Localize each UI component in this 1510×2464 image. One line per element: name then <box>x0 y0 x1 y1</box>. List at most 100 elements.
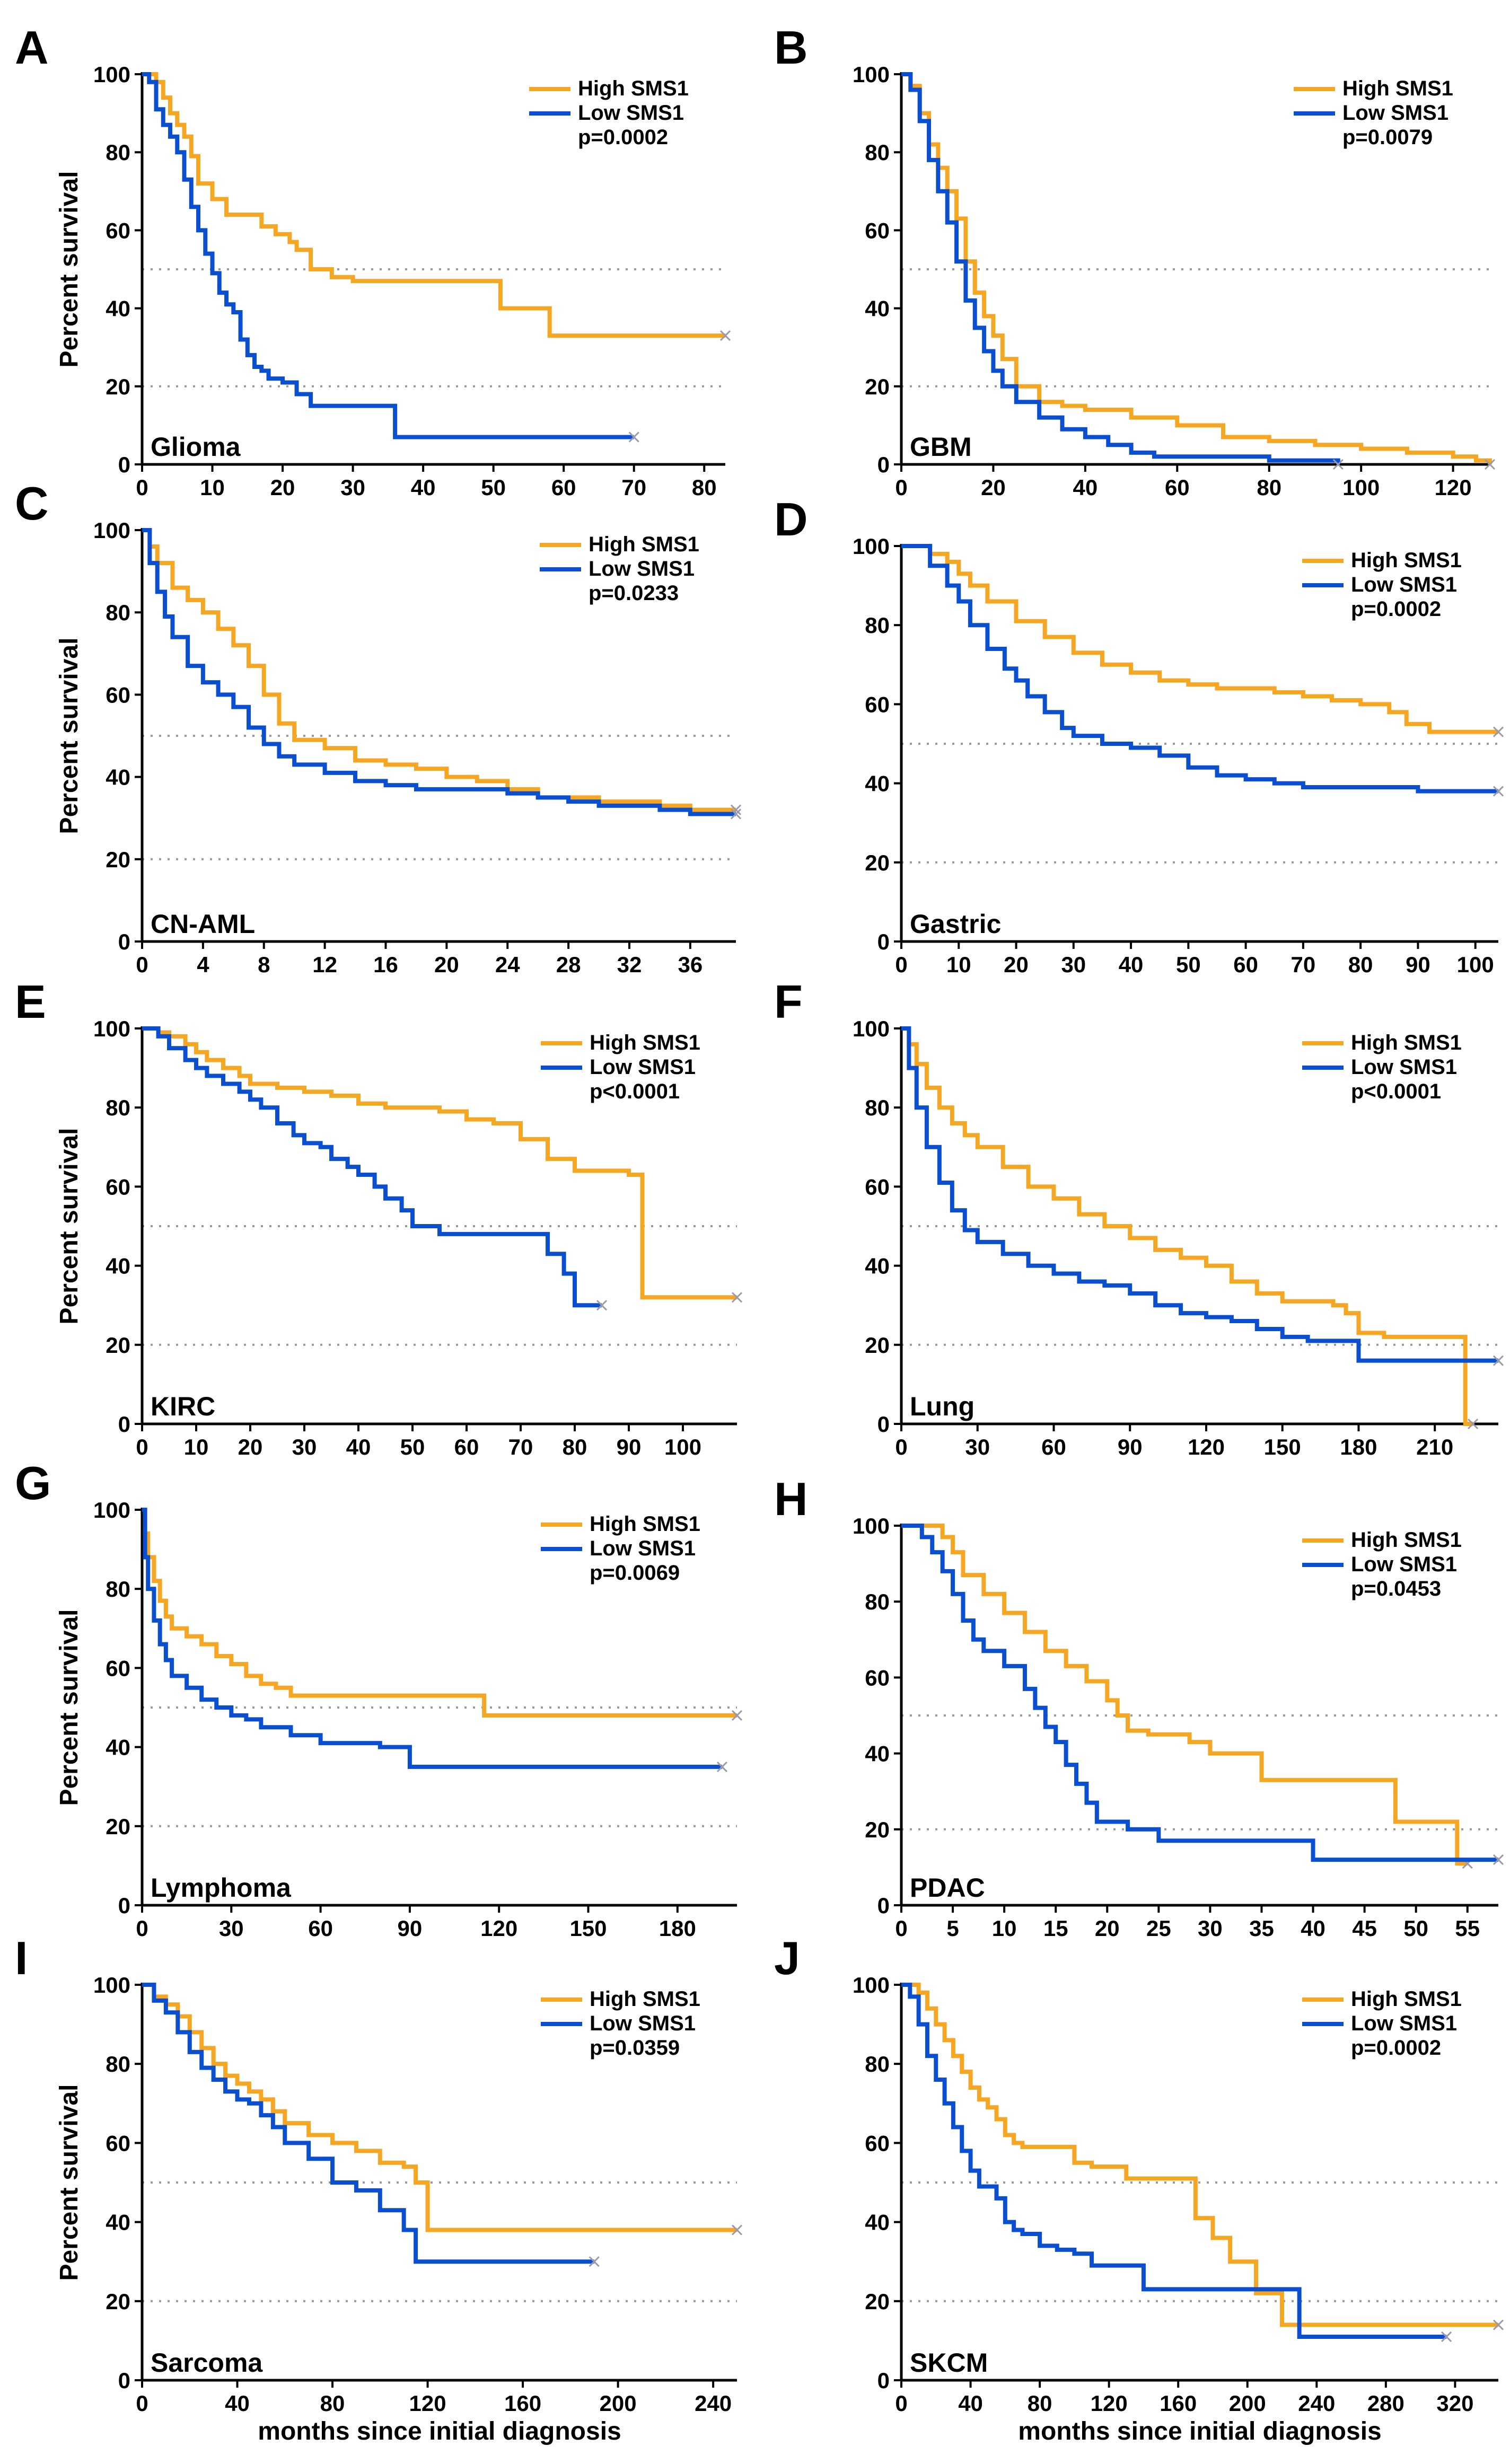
p-value: p=0.0233 <box>589 582 679 605</box>
y-tick-label: 80 <box>106 2052 130 2076</box>
censor-mark <box>1468 1418 1479 1430</box>
x-tick-label: 180 <box>1340 1435 1377 1459</box>
y-tick-label: 40 <box>865 296 890 321</box>
y-tick-label: 80 <box>106 600 130 625</box>
x-tick-label: 80 <box>1348 952 1373 977</box>
cohort-label: PDAC <box>910 1873 985 1903</box>
panel-b: B 0 20 40 60 80 100 0 20 40 60 80 100 120 High SMS1Low… <box>774 21 1496 500</box>
p-value: p=0.0069 <box>590 1561 680 1585</box>
high-sms1-curve <box>901 544 1498 734</box>
x-tick-label: 50 <box>481 475 506 500</box>
y-tick-label: 80 <box>106 1577 130 1601</box>
x-tick-label: 30 <box>1061 952 1086 977</box>
y-tick-label: 80 <box>865 1589 890 1614</box>
low-sms1-curve <box>901 1524 1498 1862</box>
x-tick-label: 150 <box>1264 1435 1301 1459</box>
high-sms1-curve <box>901 1524 1468 1866</box>
y-tick-label: 80 <box>106 1095 130 1120</box>
panel-e: E 0 20 40 60 80 100 0 10 20 30 40 50 60 70 80 90 100 Perce… <box>15 975 743 1459</box>
x-tick-label: 80 <box>1028 2391 1052 2416</box>
high-sms1-curve <box>142 1508 737 1718</box>
y-tick-label: 100 <box>93 518 130 543</box>
censor-mark <box>1493 1355 1504 1366</box>
legend-low-label: Low SMS1 <box>578 101 684 125</box>
high-sms1-curve <box>142 1026 737 1300</box>
x-tick-label: 10 <box>946 952 971 977</box>
x-tick-label: 20 <box>1004 952 1029 977</box>
censor-mark <box>1441 2331 1452 2343</box>
x-tick-label: 70 <box>1291 952 1316 977</box>
y-tick-label: 20 <box>106 374 130 399</box>
x-tick-label: 12 <box>312 952 337 977</box>
x-tick-label: 60 <box>454 1435 479 1459</box>
censor-mark <box>628 432 639 443</box>
y-tick-label: 20 <box>106 1814 130 1839</box>
y-tick-label: 20 <box>106 847 130 872</box>
legend-high-label: High SMS1 <box>590 1031 700 1054</box>
y-tick-label: 100 <box>93 1498 130 1523</box>
y-tick-label: 40 <box>106 765 130 790</box>
y-tick-label: 80 <box>865 2052 890 2076</box>
y-axis-title: Percent survival <box>55 171 83 368</box>
legend-high-label: High SMS1 <box>590 1512 700 1536</box>
x-tick-label: 100 <box>1457 952 1494 977</box>
legend-low-label: Low SMS1 <box>589 557 695 580</box>
x-tick-label: 20 <box>981 475 1006 500</box>
x-tick-label: 60 <box>551 475 576 500</box>
y-tick-label: 20 <box>865 850 890 875</box>
low-sms1-curve <box>142 1026 602 1308</box>
x-tick-label: 10 <box>184 1435 209 1459</box>
x-tick-label: 200 <box>1229 2391 1266 2416</box>
cohort-label: GBM <box>910 432 972 462</box>
cohort-label: CN-AML <box>151 909 255 939</box>
y-tick-label: 20 <box>865 2289 890 2314</box>
y-tick-label: 100 <box>93 1973 130 1997</box>
x-tick-label: 90 <box>617 1435 642 1459</box>
censor-mark <box>596 1300 608 1311</box>
x-tick-label: 210 <box>1416 1435 1453 1459</box>
y-tick-label: 60 <box>865 2131 890 2155</box>
panel-h: H 0 20 40 60 80 100 0 5 10 15 20 25 30 35 40 45 50 55 High … <box>774 1473 1504 1941</box>
y-tick-label: 20 <box>106 1333 130 1358</box>
censor-mark <box>719 330 731 341</box>
y-tick-label: 0 <box>118 929 130 954</box>
high-sms1-curve <box>901 1026 1473 1426</box>
x-tick-label: 4 <box>197 952 209 977</box>
y-axis-title: Percent survival <box>55 638 83 834</box>
y-tick-label: 100 <box>93 62 130 87</box>
censor-mark <box>589 2256 600 2267</box>
x-tick-label: 30 <box>219 1916 244 1941</box>
low-sms1-curve <box>901 1026 1498 1363</box>
legend-high-label: High SMS1 <box>590 1987 700 2011</box>
high-sms1-curve <box>901 1983 1498 2327</box>
x-tick-label: 240 <box>695 2391 732 2416</box>
panel-letter: J <box>774 1932 800 1984</box>
censor-mark <box>1493 2319 1504 2330</box>
panel-f: F 0 20 40 60 80 100 0 30 60 90 120 150 180 210 High SMS… <box>774 975 1504 1459</box>
low-sms1-curve <box>142 528 736 816</box>
x-tick-label: 90 <box>398 1916 423 1941</box>
panel-letter: A <box>15 21 49 74</box>
y-tick-label: 40 <box>865 2210 890 2235</box>
low-sms1-curve <box>142 1983 594 2264</box>
x-tick-label: 100 <box>1342 475 1380 500</box>
x-tick-label: 40 <box>411 475 436 500</box>
high-sms1-curve <box>142 1983 737 2232</box>
x-tick-label: 36 <box>678 952 703 977</box>
panel-letter: G <box>15 1457 51 1509</box>
x-tick-label: 90 <box>1118 1435 1143 1459</box>
high-sms1-curve <box>142 528 736 812</box>
x-tick-label: 0 <box>895 1435 907 1459</box>
y-tick-label: 100 <box>93 1016 130 1041</box>
legend-low-label: Low SMS1 <box>1351 1055 1457 1079</box>
y-tick-label: 0 <box>118 1412 130 1437</box>
legend-low-label: Low SMS1 <box>590 2012 696 2035</box>
x-axis-title: months since initial diagnosis <box>258 2417 621 2445</box>
x-tick-label: 90 <box>1406 952 1430 977</box>
x-tick-label: 150 <box>569 1916 607 1941</box>
x-tick-label: 100 <box>664 1435 701 1459</box>
x-tick-label: 280 <box>1367 2391 1404 2416</box>
y-tick-label: 60 <box>865 1174 890 1199</box>
x-tick-label: 10 <box>992 1916 1017 1941</box>
legend-low-label: Low SMS1 <box>590 1537 696 1560</box>
